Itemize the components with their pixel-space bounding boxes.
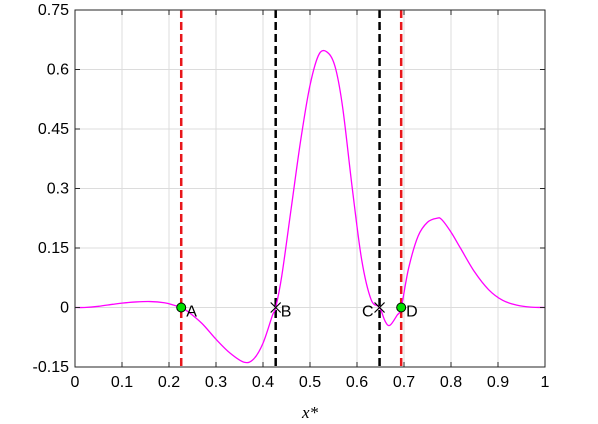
point-b-marker — [270, 302, 282, 313]
y-tick-label: 0.6 — [47, 62, 69, 79]
point-a-marker — [176, 302, 187, 313]
x-tick-label: 0.9 — [487, 374, 509, 391]
x-tick-label: 0.3 — [205, 374, 227, 391]
x-tick-label: 0.1 — [111, 374, 133, 391]
x-tick-label: 0.2 — [158, 374, 180, 391]
point-b-label: B — [281, 304, 292, 321]
y-tick-label: 0.45 — [38, 121, 69, 138]
x-tick-label: 0.8 — [440, 374, 462, 391]
series-line — [74, 49, 546, 364]
curves — [74, 49, 546, 364]
y-tick-label: 0 — [60, 300, 69, 317]
points: A B C D — [176, 302, 418, 321]
y-tick-label: 0.3 — [47, 181, 69, 198]
x-tick-label: 0.6 — [346, 374, 368, 391]
y-tick-label: 0.15 — [38, 240, 69, 257]
x-axis-label: x* — [301, 403, 319, 422]
x-tick-label: 1 — [541, 374, 550, 391]
x-axis: 0 0.1 0.2 0.3 0.4 0.5 0.6 0.7 0.8 0.9 1 — [71, 10, 550, 391]
x-tick-label: 0 — [71, 374, 80, 391]
x-tick-label: 0.4 — [252, 374, 274, 391]
x-tick-label: 0.7 — [393, 374, 415, 391]
x-tick-label: 0.5 — [299, 374, 321, 391]
point-d-label: D — [406, 304, 418, 321]
y-tick-label: 0.75 — [38, 2, 69, 19]
point-c-marker — [374, 302, 385, 313]
point-a-label: A — [186, 304, 197, 321]
point-d-marker — [396, 302, 407, 313]
y-tick-label: -0.15 — [33, 359, 70, 376]
point-c-label: C — [362, 304, 374, 321]
y-axis: -0.15 0 0.15 0.3 0.45 0.6 0.75 — [33, 2, 545, 376]
